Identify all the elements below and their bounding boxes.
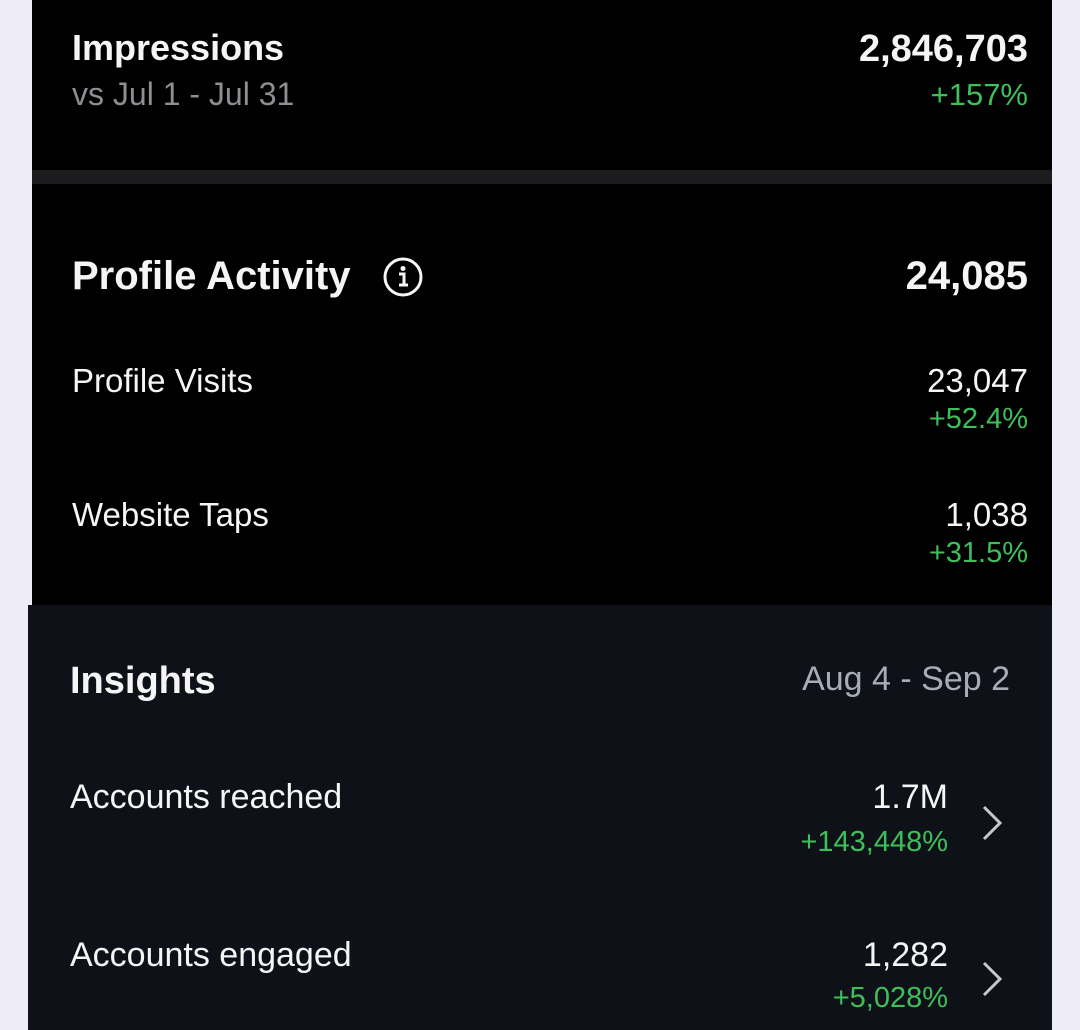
- row-value: 1,282: [862, 936, 948, 974]
- separator: [32, 170, 1052, 184]
- row-change: +143,448%: [800, 826, 948, 858]
- chevron[interactable]: [980, 960, 1004, 998]
- profile-activity-title: Profile Activity: [72, 254, 351, 298]
- profile-activity-total: 24,085: [905, 254, 1028, 298]
- row-label[interactable]: Accounts reached: [70, 778, 343, 816]
- impressions-title: Impressions: [72, 27, 285, 68]
- insights-panel: [28, 605, 1052, 1030]
- impressions-value: 2,846,703: [858, 28, 1028, 70]
- row-change: +5,028%: [832, 982, 948, 1014]
- row-label[interactable]: Accounts engaged: [70, 936, 352, 974]
- row-label: Profile Visits: [72, 362, 253, 399]
- insights-title: Insights: [70, 660, 216, 702]
- row-value: 1.7M: [872, 778, 948, 816]
- insights-date-range[interactable]: Aug 4 - Sep 2: [802, 660, 1010, 698]
- row-label: Website Taps: [72, 496, 269, 533]
- top-panel: [32, 0, 1052, 605]
- row-change: +31.5%: [928, 537, 1028, 569]
- row-change: +52.4%: [928, 403, 1028, 435]
- chevron[interactable]: [980, 804, 1004, 842]
- impressions-subtitle: vs Jul 1 - Jul 31: [72, 76, 295, 112]
- row-value: 1,038: [945, 496, 1028, 533]
- info-icon[interactable]: [382, 256, 424, 298]
- impressions-change: +157%: [930, 77, 1028, 112]
- row-value: 23,047: [927, 362, 1028, 399]
